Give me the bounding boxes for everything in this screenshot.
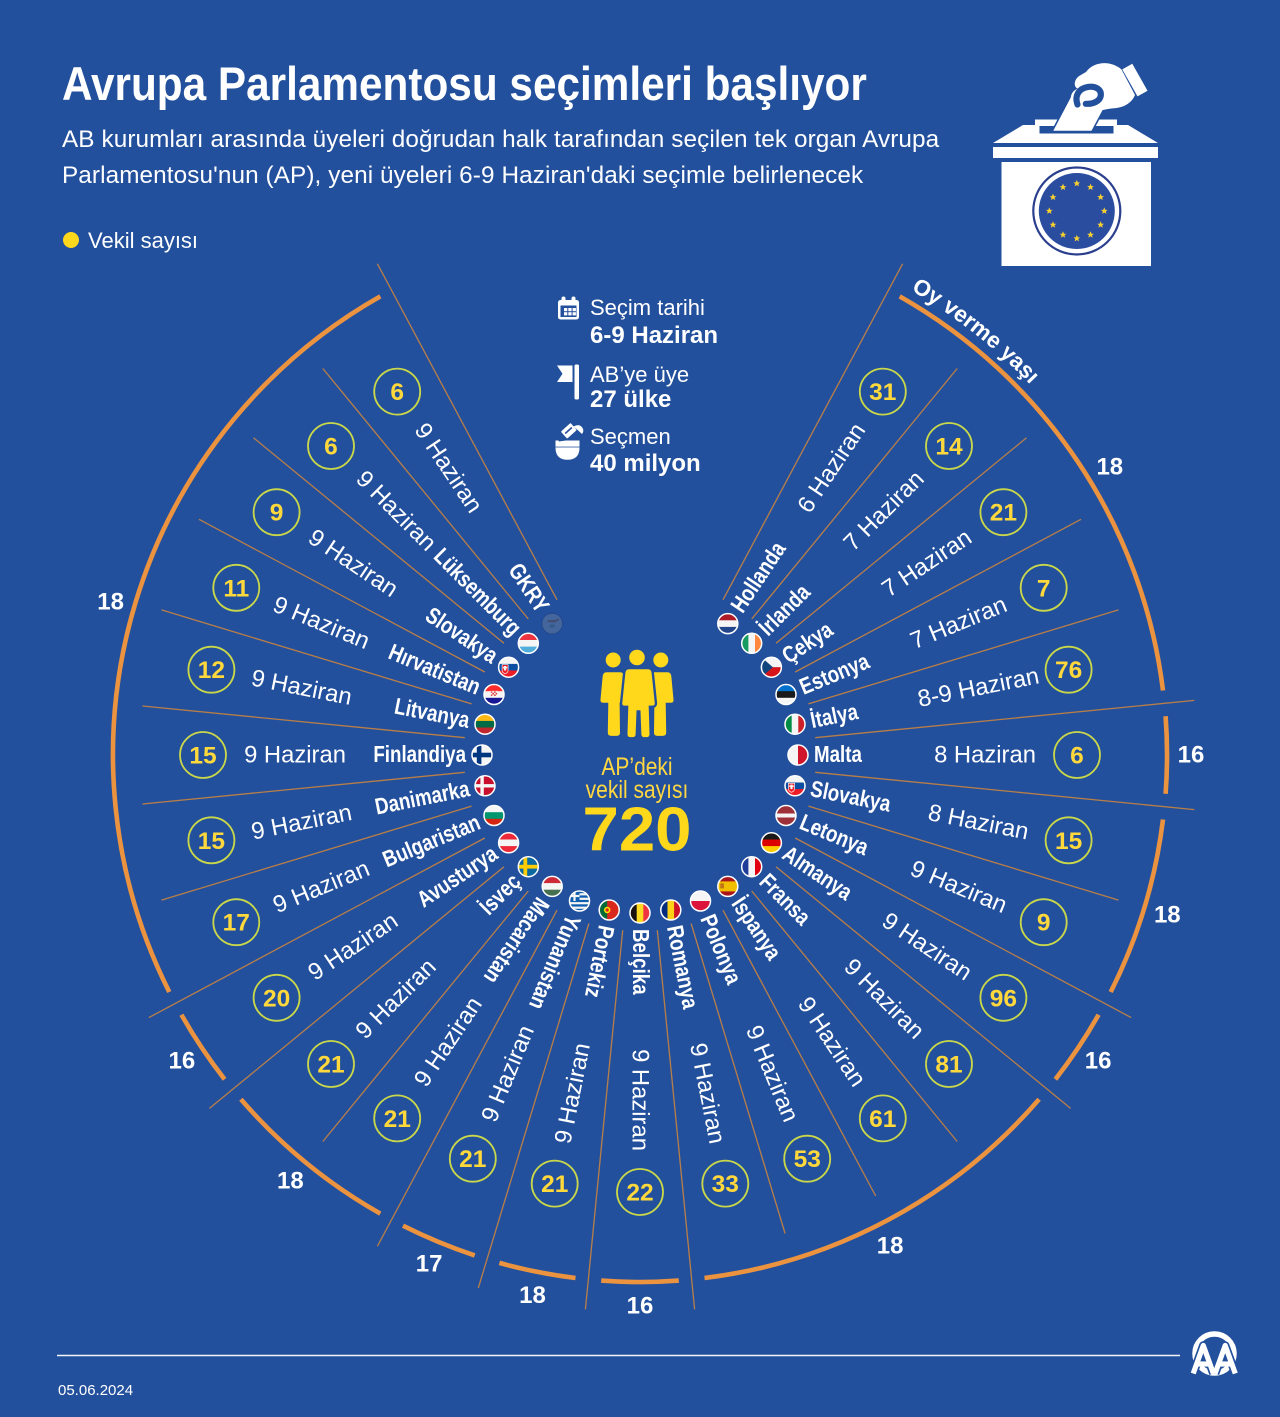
svg-text:Romanya: Romanya xyxy=(662,923,703,1011)
svg-text:15: 15 xyxy=(1055,828,1082,855)
svg-text:16: 16 xyxy=(627,1293,654,1320)
svg-text:vekil sayısı: vekil sayısı xyxy=(586,775,689,803)
svg-text:18: 18 xyxy=(1096,454,1123,481)
svg-text:9 Haziran: 9 Haziran xyxy=(249,665,354,711)
svg-text:53: 53 xyxy=(794,1146,821,1173)
svg-text:8 Haziran: 8 Haziran xyxy=(926,799,1031,845)
svg-text:17: 17 xyxy=(223,910,250,937)
svg-text:İsveç: İsveç xyxy=(475,869,526,920)
svg-text:6 Haziran: 6 Haziran xyxy=(792,418,871,518)
svg-text:9 Haziran: 9 Haziran xyxy=(409,992,488,1092)
svg-text:18: 18 xyxy=(877,1232,904,1259)
svg-text:31: 31 xyxy=(869,379,896,406)
svg-text:12: 12 xyxy=(198,657,225,684)
svg-text:9 Haziran: 9 Haziran xyxy=(627,1049,654,1151)
svg-text:9 Haziran: 9 Haziran xyxy=(476,1021,540,1125)
svg-text:18: 18 xyxy=(519,1282,546,1309)
svg-text:Slovakya: Slovakya xyxy=(808,777,893,818)
svg-text:61: 61 xyxy=(869,1106,896,1133)
svg-text:9 Haziran: 9 Haziran xyxy=(350,953,441,1044)
svg-text:15: 15 xyxy=(189,743,216,770)
svg-text:9 Haziran: 9 Haziran xyxy=(877,907,977,986)
svg-text:9 Haziran: 9 Haziran xyxy=(303,524,403,603)
svg-text:9 Haziran: 9 Haziran xyxy=(350,465,441,556)
svg-text:Oy verme yaşı: Oy verme yaşı xyxy=(908,273,1044,388)
svg-text:21: 21 xyxy=(990,500,1017,527)
svg-text:81: 81 xyxy=(935,1052,962,1079)
svg-text:18: 18 xyxy=(97,589,124,616)
svg-text:AP’deki: AP’deki xyxy=(601,752,672,780)
svg-text:9 Haziran: 9 Haziran xyxy=(550,1041,596,1146)
svg-text:21: 21 xyxy=(459,1146,486,1173)
svg-text:720: 720 xyxy=(583,796,692,865)
svg-text:9 Haziran: 9 Haziran xyxy=(740,1021,804,1125)
svg-text:20: 20 xyxy=(263,985,290,1012)
svg-text:16: 16 xyxy=(1085,1048,1112,1075)
svg-text:11: 11 xyxy=(223,575,249,602)
svg-text:9 Haziran: 9 Haziran xyxy=(838,953,929,1044)
svg-text:9 Haziran: 9 Haziran xyxy=(792,992,871,1092)
svg-text:17: 17 xyxy=(416,1251,443,1278)
svg-text:Belçika: Belçika xyxy=(627,929,652,995)
svg-text:6: 6 xyxy=(1070,743,1084,770)
svg-text:18: 18 xyxy=(277,1167,304,1194)
svg-text:16: 16 xyxy=(1178,742,1205,769)
svg-text:9 Haziran: 9 Haziran xyxy=(303,907,403,986)
svg-text:18: 18 xyxy=(1154,901,1181,928)
svg-text:İtalya: İtalya xyxy=(808,699,860,733)
svg-text:6: 6 xyxy=(390,379,404,406)
svg-text:14: 14 xyxy=(935,434,963,461)
svg-text:9 Haziran: 9 Haziran xyxy=(684,1041,730,1146)
svg-text:Danimarka: Danimarka xyxy=(373,776,472,819)
svg-text:9 Haziran: 9 Haziran xyxy=(409,418,488,518)
svg-text:9: 9 xyxy=(1037,910,1051,937)
svg-text:9 Haziran: 9 Haziran xyxy=(249,799,354,845)
svg-text:6: 6 xyxy=(324,434,338,461)
svg-text:21: 21 xyxy=(317,1052,344,1079)
svg-text:8-9 Haziran: 8-9 Haziran xyxy=(915,662,1041,712)
svg-text:7 Haziran: 7 Haziran xyxy=(906,591,1010,655)
svg-text:33: 33 xyxy=(712,1171,739,1198)
svg-text:7 Haziran: 7 Haziran xyxy=(838,465,929,556)
svg-text:21: 21 xyxy=(384,1106,411,1133)
svg-text:Finlandiya: Finlandiya xyxy=(373,742,466,767)
svg-text:Malta: Malta xyxy=(814,742,862,767)
svg-text:9 Haziran: 9 Haziran xyxy=(244,742,346,769)
svg-text:05.06.2024: 05.06.2024 xyxy=(58,1382,133,1399)
svg-text:22: 22 xyxy=(626,1180,653,1207)
svg-text:96: 96 xyxy=(990,985,1017,1012)
svg-text:15: 15 xyxy=(198,828,225,855)
svg-text:7: 7 xyxy=(1037,575,1051,602)
svg-text:76: 76 xyxy=(1055,657,1082,684)
svg-text:16: 16 xyxy=(169,1048,196,1075)
svg-text:9 Haziran: 9 Haziran xyxy=(269,591,373,655)
svg-text:9 Haziran: 9 Haziran xyxy=(906,855,1010,919)
svg-text:9: 9 xyxy=(270,500,284,527)
svg-text:21: 21 xyxy=(541,1171,568,1198)
svg-text:7 Haziran: 7 Haziran xyxy=(877,524,977,603)
svg-text:9 Haziran: 9 Haziran xyxy=(269,855,373,919)
svg-text:8 Haziran: 8 Haziran xyxy=(934,742,1036,769)
